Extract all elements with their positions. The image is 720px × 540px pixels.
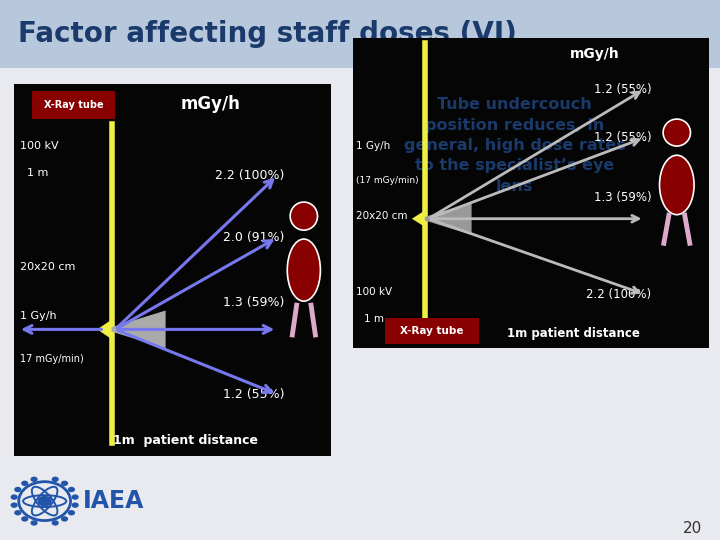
Circle shape <box>14 487 22 492</box>
Circle shape <box>11 495 18 500</box>
Circle shape <box>52 477 59 482</box>
Text: 1m  patient distance: 1m patient distance <box>113 434 258 447</box>
Circle shape <box>52 520 59 525</box>
Text: 1 Gy/h: 1 Gy/h <box>356 141 391 151</box>
Text: 100 kV: 100 kV <box>356 287 392 296</box>
Ellipse shape <box>660 156 694 214</box>
Text: 2.2 (100%): 2.2 (100%) <box>215 169 284 182</box>
Polygon shape <box>97 320 112 339</box>
Text: 1.3 (59%): 1.3 (59%) <box>223 296 284 309</box>
Polygon shape <box>419 202 472 235</box>
Ellipse shape <box>663 119 690 146</box>
Text: 1 m: 1 m <box>27 168 49 178</box>
Text: 20x20 cm: 20x20 cm <box>356 211 408 221</box>
Ellipse shape <box>287 239 320 301</box>
Circle shape <box>37 496 52 507</box>
Circle shape <box>61 481 68 486</box>
Bar <box>353 38 709 348</box>
Text: 1.3 (59%): 1.3 (59%) <box>594 191 652 204</box>
Text: X-Ray tube: X-Ray tube <box>44 100 104 110</box>
Text: 2.0 (91%): 2.0 (91%) <box>223 231 284 244</box>
Bar <box>32 91 115 119</box>
Circle shape <box>68 510 75 515</box>
Text: Tube undercouch
position reduces, in
general, high dose rates
to the specialist’: Tube undercouch position reduces, in gen… <box>404 97 626 194</box>
Text: 2.2 (100%): 2.2 (100%) <box>587 288 652 301</box>
Ellipse shape <box>290 202 318 230</box>
Text: 20x20 cm: 20x20 cm <box>20 262 76 272</box>
Bar <box>385 318 479 344</box>
Polygon shape <box>412 211 425 227</box>
Circle shape <box>11 502 18 508</box>
Text: 1.2 (55%): 1.2 (55%) <box>594 83 652 96</box>
Text: 1 m: 1 m <box>364 314 384 323</box>
Text: Factor affecting staff doses (VI): Factor affecting staff doses (VI) <box>18 20 517 48</box>
Circle shape <box>14 510 22 515</box>
Text: 17 mGy/min): 17 mGy/min) <box>20 354 84 364</box>
Bar <box>0 0 720 68</box>
Text: X-Ray tube: X-Ray tube <box>400 326 464 336</box>
Text: (17 mGy/min): (17 mGy/min) <box>356 177 419 185</box>
Circle shape <box>30 520 37 525</box>
Text: 1.2 (55%): 1.2 (55%) <box>594 131 652 144</box>
Circle shape <box>30 477 37 482</box>
Text: mGy/h: mGy/h <box>181 95 240 113</box>
Circle shape <box>71 502 78 508</box>
Text: IAEA: IAEA <box>83 489 144 513</box>
Circle shape <box>68 487 75 492</box>
Circle shape <box>61 516 68 522</box>
Text: 1.2 (55%): 1.2 (55%) <box>223 388 284 401</box>
Circle shape <box>21 516 28 522</box>
Text: 20: 20 <box>683 521 702 536</box>
Text: 1 Gy/h: 1 Gy/h <box>20 311 57 321</box>
Bar <box>14 84 331 456</box>
Text: 100 kV: 100 kV <box>20 141 59 151</box>
Text: mGy/h: mGy/h <box>570 47 620 61</box>
Circle shape <box>21 481 28 486</box>
Text: 1m patient distance: 1m patient distance <box>508 327 640 340</box>
Polygon shape <box>104 310 166 348</box>
Circle shape <box>71 495 78 500</box>
